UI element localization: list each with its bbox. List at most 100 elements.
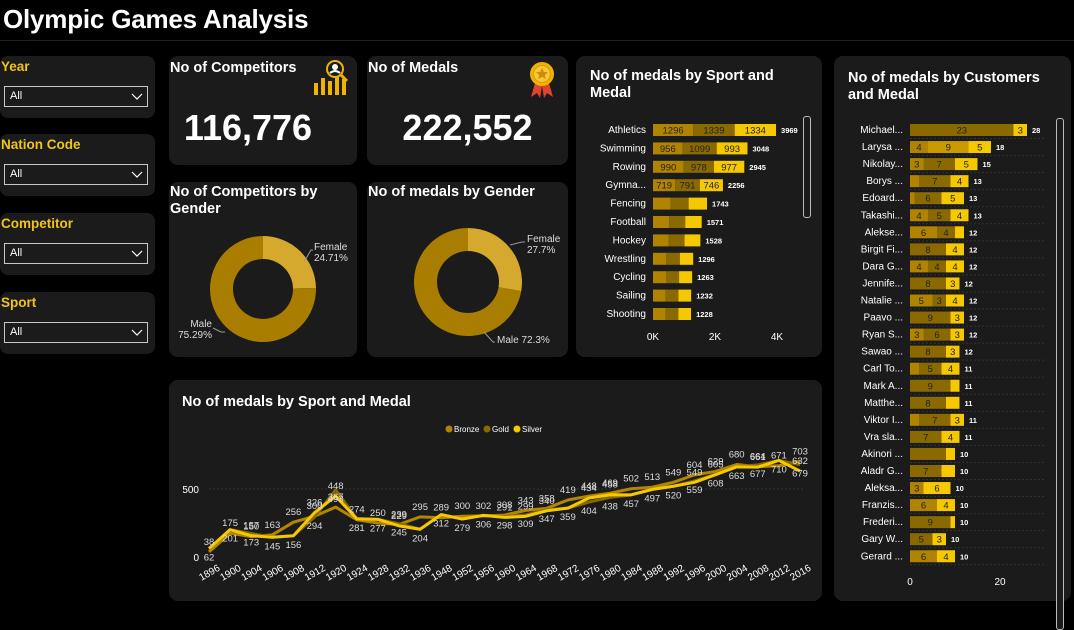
bar-segment (923, 158, 955, 171)
medals-by-sport-card[interactable]: No of medals by Sport and Medal 0K 2K 4K At… (576, 56, 822, 357)
data-label: 229 (391, 511, 407, 522)
bar-segment (910, 345, 946, 358)
bar-segment (946, 277, 960, 290)
category-label: Carl To... (863, 364, 903, 375)
segment-label: 5 (977, 143, 982, 154)
total-label: 1228 (696, 310, 713, 319)
bar-segment (910, 362, 919, 375)
data-label: 549 (665, 467, 681, 478)
competitor-slicer: Competitor All (0, 213, 155, 275)
total-label: 12 (969, 331, 977, 340)
competitors-by-gender-card[interactable]: No of Competitors by Gender Female 24.71%… (169, 182, 357, 357)
segment-label: 3 (937, 296, 942, 307)
data-label: 347 (539, 514, 555, 525)
segment-label: 990 (660, 162, 676, 173)
legend-marker (483, 425, 491, 433)
nation-code-slicer-label: Nation Code (1, 137, 81, 152)
bar-segment (910, 533, 933, 546)
bar-segment (919, 413, 951, 426)
category-label: Nikolay... (863, 159, 903, 170)
data-label: 520 (665, 490, 681, 501)
segment-label: 4 (948, 364, 953, 375)
category-label: Takashi... (861, 210, 903, 221)
bar-segment (734, 124, 777, 136)
data-label: 163 (264, 520, 280, 531)
segment-label: 8 (925, 245, 930, 256)
bar-segment (941, 465, 955, 477)
medals-kpi-card[interactable]: No of Medals 222,552 (367, 56, 568, 165)
bar-segment (932, 294, 946, 307)
total-label: 1571 (707, 218, 724, 227)
competitors-kpi-card[interactable]: No of Competitors 116,776 (169, 56, 357, 165)
total-label: 12 (969, 228, 977, 237)
segment-label: 9 (928, 381, 933, 392)
data-label: 458 (602, 480, 618, 491)
medals-by-year-card[interactable]: No of medals by Sport and Medal Bronze Go… (169, 380, 822, 601)
bar-segment (946, 260, 964, 273)
chart-title: No of medals by Sport and Medal (182, 394, 411, 410)
year-dropdown[interactable]: All (4, 86, 148, 107)
total-label: 10 (960, 552, 968, 561)
category-label: Wrestling (605, 254, 647, 265)
sport-dropdown[interactable]: All (4, 322, 148, 343)
scrollbar[interactable] (1056, 118, 1064, 630)
segment-label: 3 (914, 330, 919, 341)
segment-label: 6 (934, 484, 939, 495)
category-label: Natalie ... (861, 296, 903, 307)
segment-label: 7 (937, 160, 942, 171)
bar-segment (665, 289, 679, 302)
total-label: 12 (969, 262, 977, 271)
slice-value-label: 27.7% (527, 245, 555, 256)
data-label: 680 (729, 450, 745, 461)
category-label: Fencing (610, 199, 646, 210)
scrollbar[interactable] (803, 116, 811, 218)
bar-segment (955, 226, 964, 239)
bar-segment (910, 294, 933, 307)
bar-segment (910, 158, 924, 171)
data-label: 312 (433, 519, 449, 530)
nation-code-dropdown[interactable]: All (4, 164, 148, 185)
segment-label: 8 (925, 347, 930, 358)
x-tick-label: 2K (709, 332, 722, 343)
bar-segment (666, 271, 680, 284)
data-label: 274 (349, 505, 365, 516)
segment-label: 4 (916, 211, 921, 222)
data-label: 38 (204, 537, 215, 548)
bar-segment (919, 175, 951, 188)
data-label: 250 (370, 508, 386, 519)
data-label: 157 (243, 521, 259, 532)
segment-label: 8 (925, 398, 930, 409)
category-label: Ryan S... (862, 330, 903, 341)
segment-label: 7 (923, 467, 928, 478)
bar-segment (910, 175, 919, 188)
category-label: Jennife... (862, 278, 903, 289)
slice-label: Male (190, 319, 212, 330)
competitors-kpi-label: No of Competitors (170, 60, 297, 76)
bar-segment (910, 277, 946, 290)
data-label: 671 (771, 451, 787, 462)
medals-by-customers-card[interactable]: No of medals by Customers and Medal 0 20 M… (834, 56, 1071, 630)
category-label: Shooting (607, 309, 646, 320)
bar-segment (941, 362, 960, 375)
data-label: 359 (560, 512, 576, 523)
data-label: 308 (497, 500, 513, 511)
total-label: 2256 (728, 181, 745, 190)
bar-segment (928, 141, 969, 154)
medals-by-gender-card[interactable]: No of medals by Gender Female 27.7% Male 7… (367, 182, 568, 357)
bar-segment (923, 328, 951, 341)
segment-label: 9 (928, 313, 933, 324)
segment-label: 956 (660, 144, 676, 155)
bar-segment (678, 289, 692, 302)
donut-slice-male (414, 228, 522, 336)
chart-title: No of medals by Gender (368, 184, 535, 200)
chevron-down-icon (131, 93, 143, 100)
competitor-dropdown[interactable]: All (4, 243, 148, 264)
leader-line (303, 249, 313, 263)
segment-label: 5 (964, 160, 969, 171)
data-label: 343 (518, 495, 534, 506)
segment-label: 719 (656, 181, 672, 192)
data-label: 605 (708, 460, 724, 471)
legend-marker (513, 425, 521, 433)
